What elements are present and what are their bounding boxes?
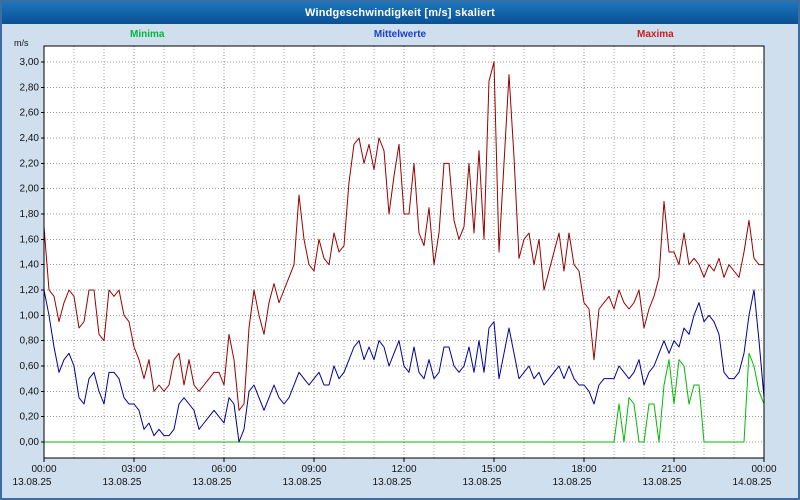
x-tick-label: 18:00 bbox=[571, 464, 596, 475]
title-bar: Windgeschwindigkeit [m/s] skaliert bbox=[2, 2, 798, 24]
x-date-label: 13.08.25 bbox=[283, 477, 322, 488]
x-tick-label: 03:00 bbox=[121, 464, 146, 475]
y-tick-label: 2,40 bbox=[20, 133, 40, 144]
y-tick-label: 1,00 bbox=[20, 310, 40, 321]
y-tick-label: 2,60 bbox=[20, 108, 40, 119]
y-axis-labels: 0,00 0,20 0,40 0,60 0,80 1,00 1,20 1,40 1,60 1,80… bbox=[20, 57, 44, 448]
series-maxima-line bbox=[43, 61, 764, 411]
series-mittelwerte-line bbox=[43, 289, 765, 443]
y-tick-label: 0,00 bbox=[20, 437, 40, 448]
gridlines bbox=[44, 46, 764, 458]
y-axis-unit-label: m/s bbox=[14, 38, 29, 48]
y-tick-label: 2,20 bbox=[20, 158, 40, 169]
x-tick-label: 15:00 bbox=[481, 464, 506, 475]
x-tick-label: 00:00 bbox=[751, 464, 776, 475]
page-title: Windgeschwindigkeit [m/s] skaliert bbox=[304, 7, 496, 19]
y-tick-label: 1,80 bbox=[20, 209, 40, 220]
y-tick-label: 2,00 bbox=[20, 184, 40, 195]
y-tick-label: 0,20 bbox=[20, 412, 40, 423]
y-tick-label: 0,60 bbox=[20, 361, 40, 372]
x-date-label: 14.08.25 bbox=[733, 477, 772, 488]
legend-maxima-label: Maxima bbox=[637, 29, 674, 40]
y-tick-label: 1,40 bbox=[20, 260, 40, 271]
x-tick-label: 21:00 bbox=[661, 464, 686, 475]
x-axis-labels: 00:00 13.08.25 03:00 13.08.25 06:00 13.08.25 0… bbox=[13, 458, 777, 488]
x-date-label: 13.08.25 bbox=[193, 477, 232, 488]
x-date-label: 13.08.25 bbox=[643, 477, 682, 488]
y-tick-label: 0,80 bbox=[20, 336, 40, 347]
x-tick-label: 09:00 bbox=[301, 464, 326, 475]
x-date-label: 13.08.25 bbox=[373, 477, 412, 488]
series-minima-line bbox=[44, 352, 765, 443]
plot-border bbox=[43, 45, 765, 459]
y-tick-label: 1,60 bbox=[20, 234, 40, 245]
x-date-label: 13.08.25 bbox=[13, 477, 52, 488]
x-tick-label: 00:00 bbox=[31, 464, 56, 475]
chart-canvas: 0,00 0,20 0,40 0,60 0,80 1,00 1,20 1,40 1,60 1,80… bbox=[13, 45, 777, 488]
y-tick-label: 2,80 bbox=[20, 82, 40, 93]
y-tick-label: 3,00 bbox=[20, 57, 40, 68]
legend-mittelwerte-label: Mittelwerte bbox=[373, 29, 427, 40]
x-date-label: 13.08.25 bbox=[463, 477, 502, 488]
x-date-label: 13.08.25 bbox=[103, 477, 142, 488]
x-tick-label: 06:00 bbox=[211, 464, 236, 475]
y-tick-label: 1,20 bbox=[20, 285, 40, 296]
x-tick-label: 12:00 bbox=[391, 464, 416, 475]
legend-minima-label: Minima bbox=[130, 29, 165, 40]
x-date-label: 13.08.25 bbox=[553, 477, 592, 488]
y-tick-label: 0,40 bbox=[20, 386, 40, 397]
plot-area bbox=[44, 46, 764, 458]
